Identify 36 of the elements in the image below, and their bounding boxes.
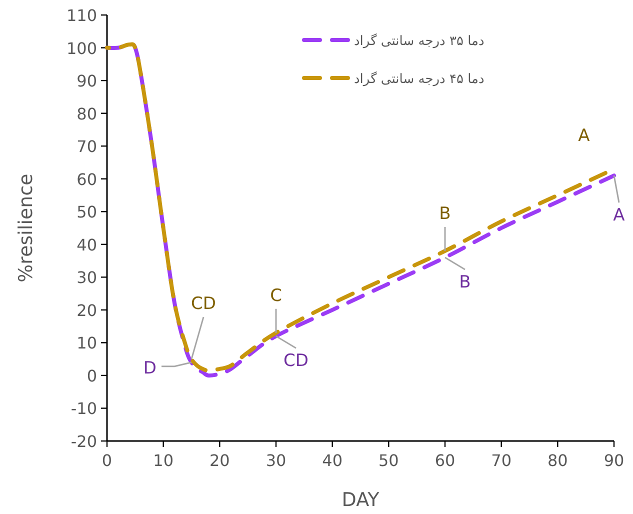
y-tick-label: 20 [76, 300, 97, 320]
x-axis-title: DAY [342, 489, 380, 511]
y-tick-label: -20 [70, 432, 97, 451]
y-tick-label: 10 [76, 334, 97, 353]
x-tick-label: 30 [266, 451, 286, 470]
legend-label: دما ۴۵ درجه سانتی گراد [354, 71, 484, 87]
y-tick-label: 40 [76, 235, 97, 254]
y-tick-label: 60 [76, 170, 97, 189]
y-tick-label: 80 [76, 104, 97, 124]
annotation: A [613, 206, 626, 226]
annotation: CD [191, 294, 216, 314]
y-tick-label: 110 [66, 6, 97, 25]
y-tick-label: 50 [76, 202, 97, 222]
annotation: B [439, 204, 451, 224]
x-tick-label: 0 [102, 451, 112, 470]
legend-label: دما ۳۵ درجه سانتی گراد [354, 33, 484, 49]
x-tick-label: 20 [209, 451, 230, 470]
y-axis-title: %resilience [15, 174, 37, 282]
annotation: A [578, 126, 590, 146]
y-tick-label: 0 [86, 366, 97, 386]
x-tick-label: 70 [491, 451, 512, 470]
x-tick-label: 10 [153, 451, 174, 470]
annotation: C [270, 286, 282, 306]
annotation: D [143, 358, 156, 378]
x-tick-label: 40 [322, 451, 343, 470]
y-tick-label: 30 [76, 268, 97, 288]
x-tick-label: 80 [547, 451, 568, 470]
y-tick-label: -10 [70, 399, 97, 418]
y-tick-label: 70 [76, 137, 97, 156]
annotation: B [459, 272, 471, 292]
x-tick-label: 60 [434, 451, 456, 470]
y-tick-label: 100 [66, 38, 97, 58]
annotation: CD [284, 351, 308, 372]
x-tick-label: 50 [378, 451, 399, 470]
x-tick-label: 90 [604, 451, 624, 470]
y-tick-label: 90 [76, 72, 97, 91]
